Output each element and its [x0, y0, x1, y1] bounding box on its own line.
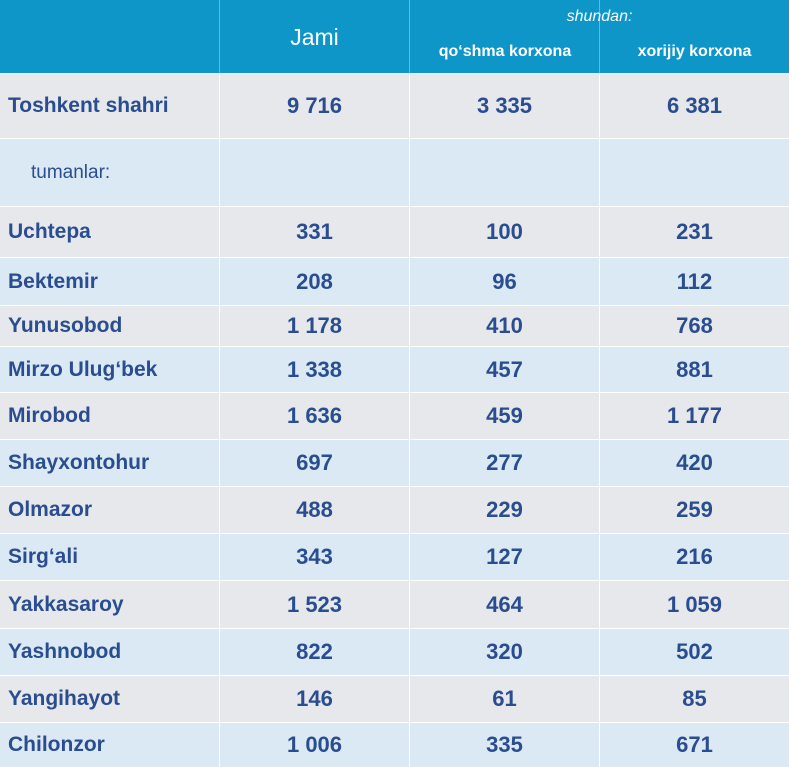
table-row: Yunusobod 1 178 410 768	[0, 305, 789, 346]
cell-jami: 1 636	[220, 393, 410, 439]
cell-qoshma-korxona	[410, 139, 600, 206]
cell-qoshma-korxona: 335	[410, 723, 600, 767]
cell-jami: 488	[220, 487, 410, 533]
table-row: Mirobod 1 636 459 1 177	[0, 392, 789, 439]
cell-qoshma-korxona: 410	[410, 306, 600, 346]
header-shundan: shundan:	[566, 8, 633, 25]
cell-jami: 331	[220, 207, 410, 257]
table-row: Toshkent shahri 9 716 3 335 6 381	[0, 73, 789, 138]
row-name: Uchtepa	[0, 207, 220, 257]
header-xorijiy-korxona: xorijiy korxona	[637, 43, 752, 60]
cell-qoshma-korxona: 459	[410, 393, 600, 439]
header-cell-qoshma	[409, 0, 600, 73]
table-row: Yangihayot 146 61 85	[0, 675, 789, 722]
row-name: Bektemir	[0, 258, 220, 305]
cell-qoshma-korxona: 229	[410, 487, 600, 533]
table-row: Olmazor 488 229 259	[0, 486, 789, 533]
table-row: tumanlar:	[0, 138, 789, 206]
row-name: Yashnobod	[0, 629, 220, 675]
row-name: Yangihayot	[0, 676, 220, 722]
cell-jami: 1 178	[220, 306, 410, 346]
cell-xorijiy-korxona: 1 059	[666, 591, 723, 617]
table-row: Uchtepa 331 100 231	[0, 206, 789, 257]
header-qoshma-korxona: qo‘shma korxona	[438, 43, 572, 60]
table-row: Yashnobod 822 320 502	[0, 628, 789, 675]
row-name: tumanlar:	[0, 139, 220, 206]
cell-xorijiy-korxona: 502	[676, 639, 713, 664]
cell-jami: 1 006	[220, 723, 410, 767]
cell-xorijiy-korxona: 671	[676, 732, 713, 757]
cell-xorijiy-korxona: 768	[676, 313, 713, 338]
table-row: Mirzo Ulug‘bek 1 338 457 881	[0, 346, 789, 392]
cell-qoshma-korxona: 3 335	[410, 74, 600, 138]
cell-qoshma-korxona: 277	[410, 440, 600, 486]
cell-jami: 697	[220, 440, 410, 486]
cell-qoshma-korxona: 96	[410, 258, 600, 305]
table-header: Jami shundan: qo‘shma korxona xorijiy ko…	[0, 0, 789, 73]
table-row: Sirg‘ali 343 127 216	[0, 533, 789, 580]
cell-jami: 1 523	[220, 581, 410, 628]
row-name: Toshkent shahri	[0, 74, 220, 138]
table-row: Chilonzor 1 006 335 671	[0, 722, 789, 767]
cell-xorijiy-korxona: 112	[676, 268, 713, 294]
cell-qoshma-korxona: 464	[410, 581, 600, 628]
cell-qoshma-korxona: 320	[410, 629, 600, 675]
row-name: Sirg‘ali	[0, 534, 220, 580]
cell-jami: 208	[220, 258, 410, 305]
cell-jami: 343	[220, 534, 410, 580]
cell-xorijiy-korxona: 259	[676, 497, 713, 522]
cell-jami: 9 716	[220, 74, 410, 138]
table-row: Yakkasaroy 1 523 464 1 059	[0, 580, 789, 628]
cell-jami: 822	[220, 629, 410, 675]
header-jami: Jami	[290, 24, 339, 50]
header-cell-jami	[219, 0, 410, 73]
cell-xorijiy-korxona: 6 381	[666, 93, 723, 118]
cell-xorijiy-korxona: 231	[676, 219, 713, 244]
cell-qoshma-korxona: 100	[410, 207, 600, 257]
table-row: Bektemir 208 96 112	[0, 257, 789, 305]
cell-xorijiy-korxona: 1 177	[666, 403, 723, 428]
cell-jami: 1 338	[220, 347, 410, 392]
cell-jami: 146	[220, 676, 410, 722]
cell-qoshma-korxona: 457	[410, 347, 600, 392]
cell-qoshma-korxona: 127	[410, 534, 600, 580]
cell-xorijiy-korxona: 881	[676, 356, 713, 382]
cell-xorijiy-korxona: 420	[676, 450, 713, 475]
cell-qoshma-korxona: 61	[410, 676, 600, 722]
row-name: Olmazor	[0, 487, 220, 533]
row-name: Yunusobod	[0, 306, 220, 346]
row-name: Mirobod	[0, 393, 220, 439]
cell-jami	[220, 139, 410, 206]
cell-xorijiy-korxona: 85	[682, 686, 707, 711]
row-name: Chilonzor	[0, 723, 220, 767]
row-name: Yakkasaroy	[0, 581, 220, 628]
row-name: Shayxontohur	[0, 440, 220, 486]
header-cell-name	[0, 0, 220, 73]
cell-xorijiy-korxona	[600, 139, 789, 206]
row-name: Mirzo Ulug‘bek	[0, 347, 220, 392]
table-row: Shayxontohur 697 277 420	[0, 439, 789, 486]
cell-xorijiy-korxona: 216	[676, 544, 713, 569]
